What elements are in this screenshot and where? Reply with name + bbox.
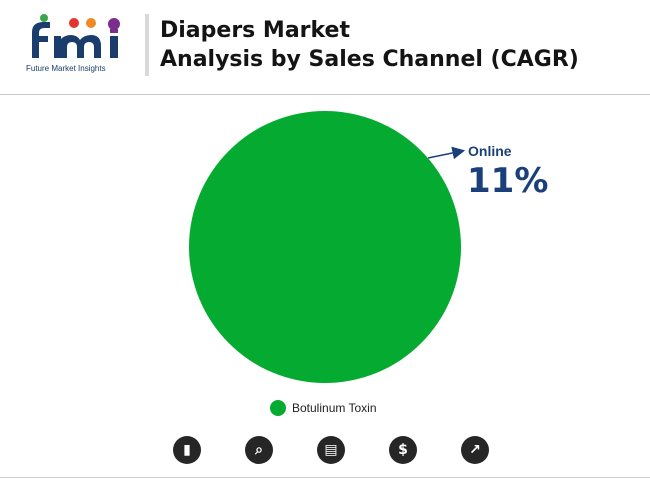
- title-line-2: Analysis by Sales Channel (CAGR): [160, 47, 579, 72]
- line-chart-icon[interactable]: ↗: [461, 436, 489, 464]
- callout-arrow: [427, 146, 466, 160]
- legend-swatch: [270, 400, 286, 416]
- callout-label: Online: [468, 143, 512, 159]
- pie-slice-0: [189, 111, 461, 383]
- callout-value: 11%: [467, 161, 548, 201]
- footer-icons: ▮ ⌕ ▤ $ ↗: [0, 436, 650, 468]
- legend-label: Botulinum Toxin: [292, 401, 377, 415]
- header-rule: [0, 94, 650, 95]
- fmi-logo[interactable]: Future Market Insights: [26, 14, 136, 76]
- fmi-logo-mark: [32, 14, 120, 58]
- page-title: Diapers Market Analysis by Sales Channel…: [160, 16, 640, 74]
- title-line-1: Diapers Market: [160, 18, 350, 43]
- bar-growth-icon[interactable]: ▮: [173, 436, 201, 464]
- header-divider: [145, 14, 149, 76]
- pie-chart: Online 11%: [189, 111, 548, 383]
- bottom-rule: [0, 477, 650, 478]
- magnify-chart-icon[interactable]: ⌕: [245, 436, 273, 464]
- logo-caption: Future Market Insights: [26, 64, 106, 73]
- report-icon[interactable]: ▤: [317, 436, 345, 464]
- chart-legend: Botulinum Toxin: [270, 398, 377, 418]
- header: Future Market Insights Diapers Market An…: [0, 0, 650, 94]
- dollar-icon[interactable]: $: [389, 436, 417, 464]
